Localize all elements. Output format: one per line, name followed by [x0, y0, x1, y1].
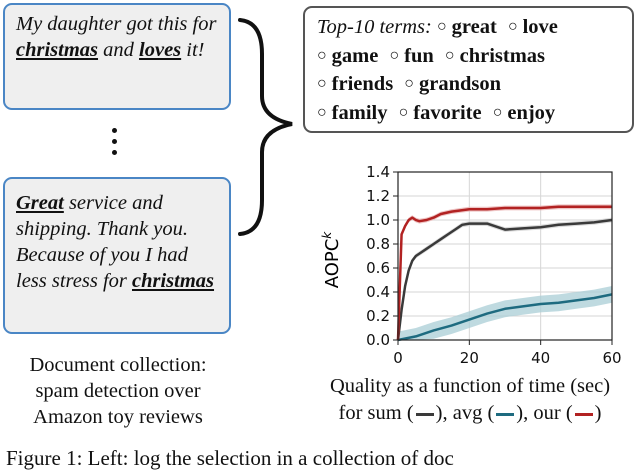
- aopc-chart: 0.0 0.2 0.4 0.6 0.8 1.0 1.2 1.4 0 20 40 60 AOPCk: [320, 163, 622, 367]
- legend-our-swatch: [574, 412, 593, 416]
- term-item: great: [437, 16, 497, 38]
- term-item: grandson: [404, 73, 501, 95]
- chart-ticks: 0.0 0.2 0.4 0.6 0.8 1.0 1.2 1.4 0 20 40 60: [366, 163, 621, 367]
- keyword-christmas-2: christmas: [132, 270, 215, 292]
- x-tick-label: 0: [393, 349, 403, 367]
- y-tick-label: 1.2: [366, 187, 390, 205]
- collection-caption-line: Amazon toy reviews: [33, 406, 203, 428]
- legend-text: ), our (: [516, 402, 573, 424]
- review-1-text-mid: and: [98, 39, 140, 61]
- chart-caption-legend: for sum ( ), avg ( ), our (): [300, 400, 640, 427]
- term-item: love: [508, 16, 558, 38]
- legend-avg-swatch: [496, 412, 515, 416]
- term-item: family: [317, 102, 388, 124]
- y-tick-label: 0.2: [366, 307, 390, 325]
- review-2-text: service and shipping. Thank you. Because…: [16, 192, 188, 292]
- y-tick-label: 1.4: [366, 163, 390, 181]
- review-1-text: My daughter got this for: [16, 13, 217, 35]
- chart-lines: [396, 205, 613, 342]
- y-tick-label: 0.6: [366, 259, 390, 277]
- series-line-avg: [397, 293, 613, 342]
- series-band-sum: [398, 217, 612, 340]
- ellipsis-icon: [107, 128, 121, 161]
- review-card-2: Great service and shipping. Thank you. B…: [3, 177, 231, 334]
- term-item: enjoy: [493, 102, 555, 124]
- chart-bands: [398, 204, 612, 340]
- collection-caption-line: Document collection:: [29, 354, 207, 376]
- y-tick-label: 0.4: [366, 283, 390, 301]
- keyword-christmas: christmas: [16, 39, 99, 61]
- legend-sum-swatch: [415, 412, 434, 416]
- collection-caption-line: spam detection over: [35, 380, 201, 402]
- y-tick-label: 0.8: [366, 235, 390, 253]
- legend-text: for sum (: [338, 402, 414, 424]
- review-1-text-end: it!: [181, 39, 205, 61]
- term-item: christmas: [445, 45, 545, 67]
- y-axis-label: AOPCk: [320, 231, 343, 289]
- legend-text: ): [594, 402, 602, 424]
- series-line-our: [396, 205, 612, 341]
- term-item: game: [317, 45, 379, 67]
- plot-frame: [397, 171, 613, 341]
- x-tick-label: 60: [602, 349, 621, 367]
- x-tick-label: 40: [531, 349, 550, 367]
- y-tick-label: 1.0: [366, 211, 390, 229]
- keyword-great: Great: [16, 192, 64, 214]
- x-tick-label: 20: [460, 349, 479, 367]
- top-terms-title: Top-10 terms:: [317, 16, 432, 38]
- term-item: friends: [317, 73, 394, 95]
- figure-caption: Figure 1: Left: log the selection in a c…: [6, 446, 454, 470]
- review-card-1: My daughter got this for christmas and l…: [3, 3, 231, 110]
- chart-axes: [397, 171, 613, 341]
- collection-caption: Document collection: spam detection over…: [0, 352, 236, 430]
- term-item: favorite: [399, 102, 481, 124]
- top-terms-box: Top-10 terms: great love game fun christ…: [303, 6, 634, 133]
- keyword-loves: loves: [139, 39, 182, 61]
- chart-caption: Quality as a function of time (sec) for …: [300, 373, 640, 427]
- legend-text: ), avg (: [435, 402, 495, 424]
- y-tick-label: 0.0: [366, 331, 390, 349]
- term-item: fun: [389, 45, 434, 67]
- curly-brace-icon: [238, 18, 293, 236]
- chart-caption-line: Quality as a function of time (sec): [329, 375, 611, 397]
- series-line-sum: [396, 218, 613, 341]
